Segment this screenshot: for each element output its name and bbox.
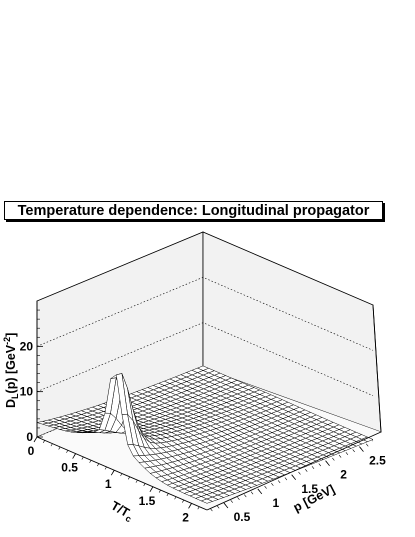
x-minor-tick <box>89 460 92 463</box>
y-minor-tick <box>250 491 254 495</box>
y-minor-tick <box>237 497 240 501</box>
chart-title: Temperature dependence: Longitudinal pro… <box>4 201 383 220</box>
x-minor-tick <box>50 443 53 447</box>
x-tick-label: 1 <box>105 477 112 491</box>
y-minor-tick <box>359 446 362 450</box>
y-minor-tick <box>365 443 369 447</box>
z-axis-title: DL(p) [GeV-2] <box>2 333 20 408</box>
y-minor-tick <box>352 449 355 453</box>
x-minor-tick <box>197 506 200 510</box>
y-minor-tick <box>305 468 308 472</box>
y-minor-tick <box>230 499 233 503</box>
z-gridline <box>36 277 374 351</box>
x-minor-tick <box>135 479 138 483</box>
x-minor-tick <box>58 446 61 450</box>
x-minor-tick <box>42 440 45 443</box>
x-minor-tick <box>127 476 130 480</box>
x-minor-tick <box>81 456 84 460</box>
y-tick-label: 1 <box>272 496 279 510</box>
y-minor-tick <box>223 502 227 506</box>
y-tick-label: 2 <box>340 468 347 482</box>
x-minor-tick <box>151 486 154 490</box>
y-minor-tick <box>291 474 294 478</box>
x-tick-label: 0 <box>28 444 35 458</box>
y-minor-tick <box>298 471 301 475</box>
x-minor-tick <box>104 466 107 470</box>
y-minor-tick <box>338 454 342 458</box>
x-minor-tick <box>143 483 146 487</box>
y-tick-label: 1.5 <box>301 482 318 496</box>
x-minor-tick <box>189 503 192 507</box>
y-minor-tick <box>271 483 274 486</box>
x-minor-tick <box>166 493 169 497</box>
x-tick-label: 0.5 <box>61 461 78 475</box>
y-minor-tick <box>277 480 281 484</box>
y-minor-tick <box>210 508 213 512</box>
z-gridline <box>36 322 374 396</box>
box-edge <box>206 431 382 511</box>
x-minor-tick <box>73 453 76 457</box>
z-tick-label: 20 <box>20 339 34 353</box>
y-minor-tick <box>345 452 349 455</box>
y-minor-tick <box>216 505 220 509</box>
z-tick-label: 0 <box>26 430 33 444</box>
y-minor-tick <box>318 463 322 467</box>
x-minor-tick <box>120 473 123 477</box>
x-axis-title: T/Tc <box>108 498 137 524</box>
y-minor-tick <box>284 477 288 481</box>
x-minor-tick <box>66 450 69 453</box>
y-minor-tick <box>264 485 267 489</box>
x-minor-tick <box>174 496 177 500</box>
right-edge <box>372 304 382 433</box>
mesh-cell <box>200 498 214 504</box>
x-minor-tick <box>97 463 100 467</box>
z-tick-label: 10 <box>20 385 34 399</box>
y-minor-tick <box>311 466 315 470</box>
y-minor-tick <box>332 457 335 461</box>
y-tick-label: 2.5 <box>369 454 386 468</box>
y-tick-label: 0.5 <box>234 510 251 524</box>
x-tick-label: 2 <box>182 510 189 524</box>
y-minor-tick <box>244 494 247 498</box>
x-minor-tick <box>112 470 115 473</box>
x-minor-tick <box>182 499 185 503</box>
y-minor-tick <box>257 488 261 492</box>
surface-mesh <box>36 365 374 504</box>
y-minor-tick <box>325 460 328 464</box>
x-tick-label: 1.5 <box>139 494 156 508</box>
x-tick <box>33 436 38 443</box>
x-minor-tick <box>158 489 161 493</box>
